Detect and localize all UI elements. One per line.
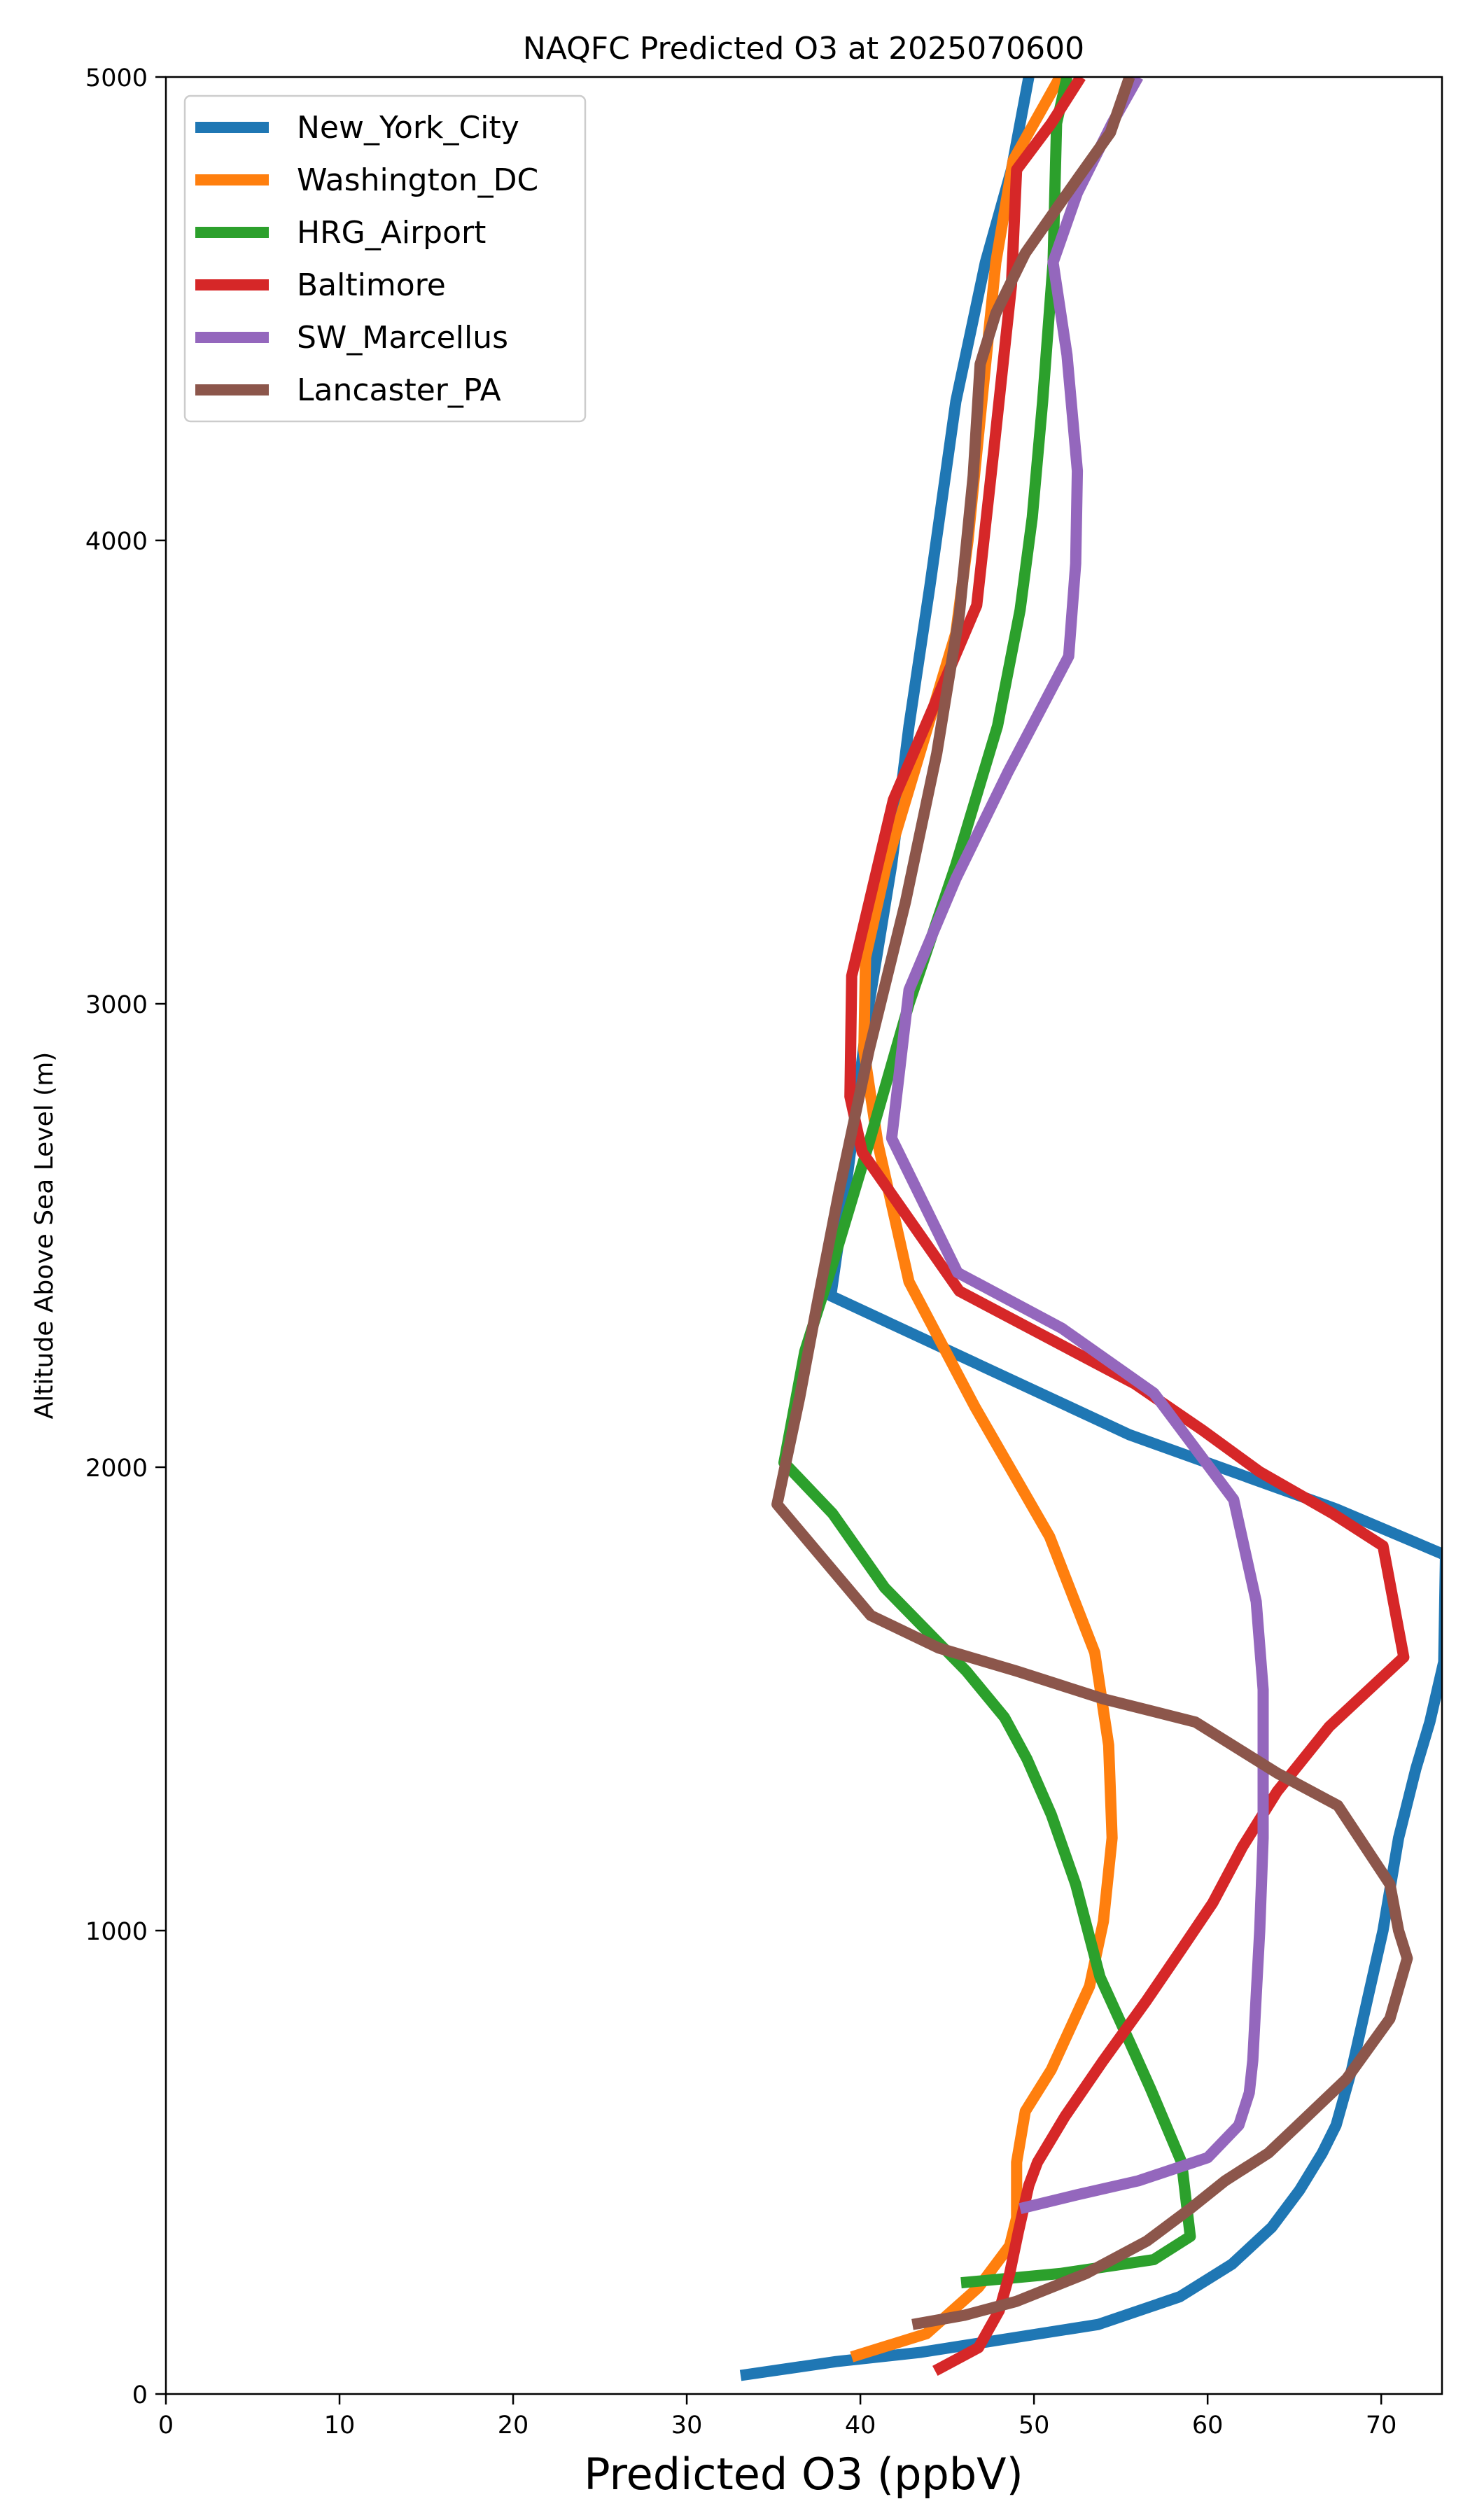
legend-box bbox=[183, 94, 587, 423]
legend-label: New_York_City bbox=[297, 110, 519, 146]
series-line-new-york-city bbox=[739, 77, 1442, 2381]
x-tick-label: 10 bbox=[324, 2412, 356, 2440]
series-line-baltimore bbox=[844, 77, 1410, 2376]
y-tick-label: 0 bbox=[132, 2381, 148, 2409]
y-axis-label: Altitude Above Sea Level (m) bbox=[30, 1052, 59, 1420]
axes: 0 10 20 30 40 50 60 70 0 1000 2000 3000 4000 5000 bbox=[85, 64, 1443, 2440]
legend: New_York_City Washington_DC HRG_Airport Bal… bbox=[183, 94, 587, 423]
x-tick-label: 70 bbox=[1366, 2412, 1397, 2440]
y-tick-label: 4000 bbox=[85, 528, 148, 556]
x-tick-label: 30 bbox=[671, 2412, 703, 2440]
series-line-lancaster-pa bbox=[771, 77, 1413, 2330]
legend-label: Lancaster_PA bbox=[297, 372, 501, 408]
x-tick-label: 20 bbox=[498, 2412, 529, 2440]
y-tick-label: 3000 bbox=[85, 991, 148, 1019]
legend-label: HRG_Airport bbox=[297, 215, 486, 251]
series-layer bbox=[739, 77, 1442, 2381]
y-tick-label: 1000 bbox=[85, 1918, 148, 1946]
x-tick-label: 50 bbox=[1018, 2412, 1050, 2440]
y-tick-label: 5000 bbox=[85, 64, 148, 92]
x-axis-label: Predicted O3 (ppbV) bbox=[584, 2449, 1023, 2500]
x-tick-label: 60 bbox=[1192, 2412, 1224, 2440]
chart-title: NAQFC Predicted O3 at 2025070600 bbox=[523, 31, 1084, 66]
legend-label: SW_Marcellus bbox=[297, 320, 508, 356]
legend-label: Baltimore bbox=[297, 267, 446, 303]
plot-frame bbox=[164, 76, 1443, 2395]
series-line-hrg-airport bbox=[778, 77, 1196, 2289]
y-tick-label: 2000 bbox=[85, 1455, 148, 1483]
x-tick-label: 0 bbox=[158, 2412, 174, 2440]
legend-label: Washington_DC bbox=[297, 162, 538, 198]
x-tick-label: 40 bbox=[845, 2412, 876, 2440]
series-line-sw-marcellus bbox=[886, 77, 1269, 2214]
